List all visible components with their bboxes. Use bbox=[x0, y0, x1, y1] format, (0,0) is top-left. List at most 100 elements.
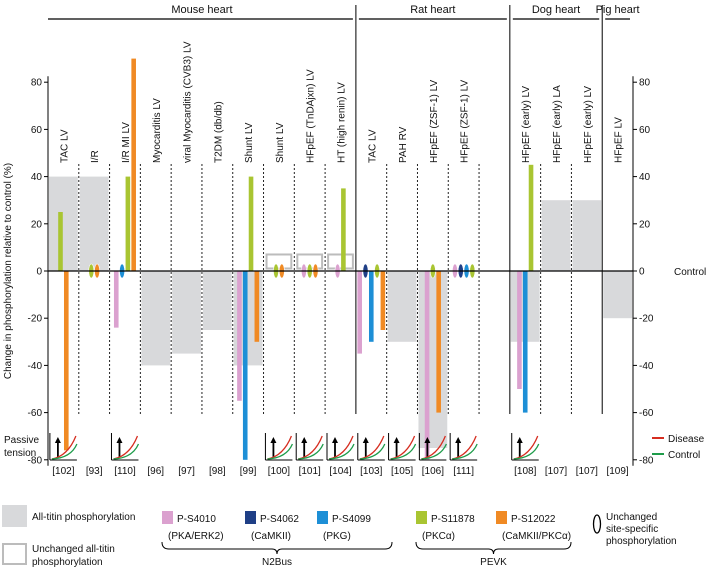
site-legend-swatch bbox=[245, 511, 256, 524]
unchanged-site-legend-label: phosphorylation bbox=[606, 536, 677, 547]
site-legend-label: P-S4062 bbox=[260, 514, 299, 525]
condition-label: TAC LV bbox=[59, 129, 70, 163]
right-tick-label: -60 bbox=[639, 408, 654, 419]
site-bar bbox=[113, 271, 119, 328]
control-curve bbox=[421, 443, 447, 460]
group-label: Rat heart bbox=[410, 4, 455, 16]
condition-label: TAC LV bbox=[367, 129, 378, 163]
control-curve bbox=[359, 443, 386, 460]
up-arrow-icon bbox=[362, 437, 369, 443]
control-curve bbox=[267, 443, 294, 460]
all-titin-bar bbox=[418, 271, 448, 448]
unchanged-all-titin-legend-label: Unchanged all-titin bbox=[32, 544, 115, 555]
disease-curve bbox=[359, 435, 385, 460]
region-label: N2Bus bbox=[262, 557, 292, 567]
axes: 80 80 60 60 40 40 20 20 0 0 -20 -20 -40 -40 -60 -60 -80 -… bbox=[3, 76, 706, 466]
group-label: Dog heart bbox=[532, 4, 580, 16]
condition-label: viral Myocarditis (CVB3) LV bbox=[183, 41, 194, 163]
site-bar bbox=[63, 271, 69, 451]
site-legend-swatch bbox=[317, 511, 328, 524]
condition-label: Shunt LV bbox=[275, 122, 286, 163]
reference-label: [108] bbox=[514, 466, 536, 477]
disease-curve bbox=[452, 435, 477, 460]
unchanged-site-legend-label: site-specific bbox=[606, 524, 658, 535]
disease-curve bbox=[51, 435, 77, 460]
up-arrow-icon bbox=[516, 437, 523, 443]
disease-curve bbox=[328, 435, 354, 460]
site-legend-kinase: (PKCα) bbox=[422, 531, 455, 542]
site-legend-kinase: (PKG) bbox=[323, 531, 351, 542]
control-curve bbox=[113, 443, 140, 460]
disease-curve bbox=[390, 435, 416, 460]
left-tick-label: -20 bbox=[28, 314, 43, 325]
unchanged-all-titin-legend-label: phosphorylation bbox=[32, 557, 103, 567]
up-arrow-icon bbox=[332, 437, 338, 443]
control-curve bbox=[328, 443, 355, 460]
site-legend-swatch bbox=[162, 511, 173, 524]
site-bar bbox=[58, 212, 63, 271]
site-bar bbox=[237, 271, 242, 401]
condition-label: HFpEF (TnDAjxn) LV bbox=[306, 69, 317, 163]
reference-label: [105] bbox=[391, 466, 413, 477]
reference-label: [93] bbox=[86, 466, 103, 477]
reference-label: [102] bbox=[52, 466, 74, 477]
control-curve bbox=[390, 443, 417, 460]
left-tick-label: -40 bbox=[28, 361, 43, 372]
right-tick-label: -40 bbox=[639, 361, 654, 372]
site-bar bbox=[242, 271, 248, 460]
control-curve bbox=[452, 443, 478, 460]
condition-label: HT (high renin) LV bbox=[337, 82, 348, 163]
site-bar bbox=[125, 176, 131, 271]
condition-label: HFpEF (ZSF-1) LV bbox=[460, 80, 471, 163]
reference-label: [107] bbox=[545, 466, 567, 477]
all-titin-bar bbox=[572, 200, 602, 271]
site-bar bbox=[517, 271, 522, 389]
control-label: Control bbox=[674, 267, 706, 278]
legend: All-titin phosphorylation Unchanged all-t… bbox=[2, 505, 677, 567]
condition-label: HFpEF (early) LV bbox=[583, 86, 594, 163]
unchanged-all-titin-swatch bbox=[2, 543, 27, 565]
right-tick-label: 40 bbox=[639, 172, 651, 183]
left-tick-label: -80 bbox=[28, 455, 43, 466]
condition-label: HFpEF (ZSF-1) LV bbox=[429, 80, 440, 163]
site-bar bbox=[436, 271, 441, 413]
up-arrow-icon bbox=[301, 437, 308, 443]
control-curve bbox=[51, 443, 78, 460]
reference-label: [111] bbox=[453, 466, 474, 477]
up-arrow-icon bbox=[270, 437, 277, 443]
passive-tension-label: Passive bbox=[4, 435, 39, 446]
all-titin-bar bbox=[541, 200, 571, 271]
disease-curve bbox=[267, 435, 293, 460]
control-curve bbox=[298, 443, 324, 460]
left-tick-label: 80 bbox=[31, 78, 43, 89]
site-bar bbox=[528, 164, 534, 271]
left-tick-label: 40 bbox=[31, 172, 43, 183]
condition-label: HFpEF (early) LV bbox=[521, 86, 532, 163]
reference-label: [96] bbox=[147, 466, 164, 477]
reference-label: [110] bbox=[114, 466, 136, 477]
condition-labels: TAC LV I/R I/R MI LV Myocarditis LV viral My… bbox=[59, 41, 624, 163]
site-legend-kinase: (CaMKII/PKCα) bbox=[502, 531, 571, 542]
site-bar bbox=[424, 271, 430, 460]
unchanged-site-legend-label: Unchanged bbox=[606, 512, 657, 523]
region-brace bbox=[415, 541, 572, 555]
up-arrow-icon bbox=[54, 437, 61, 443]
condition-label: I/R bbox=[90, 150, 101, 163]
condition-label: Myocarditis LV bbox=[152, 98, 163, 163]
site-bar bbox=[357, 271, 362, 354]
all-titin-bar bbox=[603, 271, 632, 319]
all-titin-bar bbox=[387, 271, 417, 342]
reference-label: [98] bbox=[209, 466, 226, 477]
all-titin-bar bbox=[141, 271, 171, 366]
reference-label: [103] bbox=[360, 466, 382, 477]
site-bar bbox=[522, 271, 528, 413]
reference-label: [109] bbox=[606, 466, 628, 477]
site-legend-label: P-S4099 bbox=[332, 514, 371, 525]
reference-label: [100] bbox=[268, 466, 290, 477]
group-label: Mouse heart bbox=[171, 4, 232, 16]
disease-curve bbox=[113, 435, 139, 460]
all-titin-swatch bbox=[2, 505, 27, 527]
site-bar bbox=[254, 271, 260, 342]
y-axis-title: Change in phosphorylation relative to co… bbox=[3, 163, 14, 379]
